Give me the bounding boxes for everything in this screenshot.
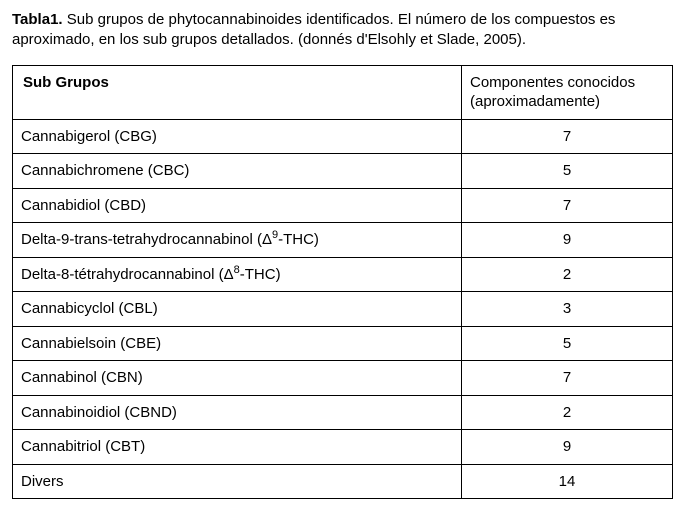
table-row: Cannabinoidiol (CBND)2 (13, 395, 673, 430)
table-body: Cannabigerol (CBG)7Cannabichromene (CBC)… (13, 119, 673, 499)
header-componentes: Componentes conocidos (aproximadamente) (462, 65, 673, 119)
header-subgrupos: Sub Grupos (13, 65, 462, 119)
cell-componentes-count: 14 (462, 464, 673, 499)
cell-subgrupo-name: Divers (13, 464, 462, 499)
page-wrapper: Tabla1. Sub grupos de phytocannabinoides… (0, 0, 685, 509)
cell-subgrupo-name: Cannabitriol (CBT) (13, 430, 462, 465)
table-row: Cannabidiol (CBD)7 (13, 188, 673, 223)
table-row: Delta-9-trans-tetrahydrocannabinol (Δ9-T… (13, 223, 673, 258)
table-row: Cannabichromene (CBC)5 (13, 154, 673, 189)
caption-text: Sub grupos de phytocannabinoides identif… (12, 11, 615, 48)
cell-componentes-count: 3 (462, 292, 673, 327)
table-row: Delta-8-tétrahydrocannabinol (Δ8-THC)2 (13, 257, 673, 292)
cell-subgrupo-name: Cannabinoidiol (CBND) (13, 395, 462, 430)
cell-componentes-count: 9 (462, 430, 673, 465)
cell-componentes-count: 9 (462, 223, 673, 258)
cell-subgrupo-name: Cannabinol (CBN) (13, 361, 462, 396)
cell-componentes-count: 7 (462, 188, 673, 223)
table-row: Divers14 (13, 464, 673, 499)
cell-componentes-count: 5 (462, 154, 673, 189)
table-caption: Tabla1. Sub grupos de phytocannabinoides… (12, 10, 673, 51)
cell-subgrupo-name: Cannabichromene (CBC) (13, 154, 462, 189)
cell-componentes-count: 7 (462, 361, 673, 396)
table-row: Cannabigerol (CBG)7 (13, 119, 673, 154)
cell-subgrupo-name: Delta-9-trans-tetrahydrocannabinol (Δ9-T… (13, 223, 462, 258)
table-row: Cannabinol (CBN)7 (13, 361, 673, 396)
table-header-row: Sub Grupos Componentes conocidos (aproxi… (13, 65, 673, 119)
cell-componentes-count: 2 (462, 395, 673, 430)
table-row: Cannabitriol (CBT)9 (13, 430, 673, 465)
table-row: Cannabicyclol (CBL)3 (13, 292, 673, 327)
caption-title: Tabla1. (12, 11, 63, 28)
cell-subgrupo-name: Cannabigerol (CBG) (13, 119, 462, 154)
cell-componentes-count: 2 (462, 257, 673, 292)
table-row: Cannabielsoin (CBE)5 (13, 326, 673, 361)
cell-subgrupo-name: Cannabidiol (CBD) (13, 188, 462, 223)
cell-subgrupo-name: Cannabicyclol (CBL) (13, 292, 462, 327)
cell-componentes-count: 7 (462, 119, 673, 154)
cell-subgrupo-name: Delta-8-tétrahydrocannabinol (Δ8-THC) (13, 257, 462, 292)
phytocannabinoids-table: Sub Grupos Componentes conocidos (aproxi… (12, 65, 673, 500)
cell-componentes-count: 5 (462, 326, 673, 361)
cell-subgrupo-name: Cannabielsoin (CBE) (13, 326, 462, 361)
